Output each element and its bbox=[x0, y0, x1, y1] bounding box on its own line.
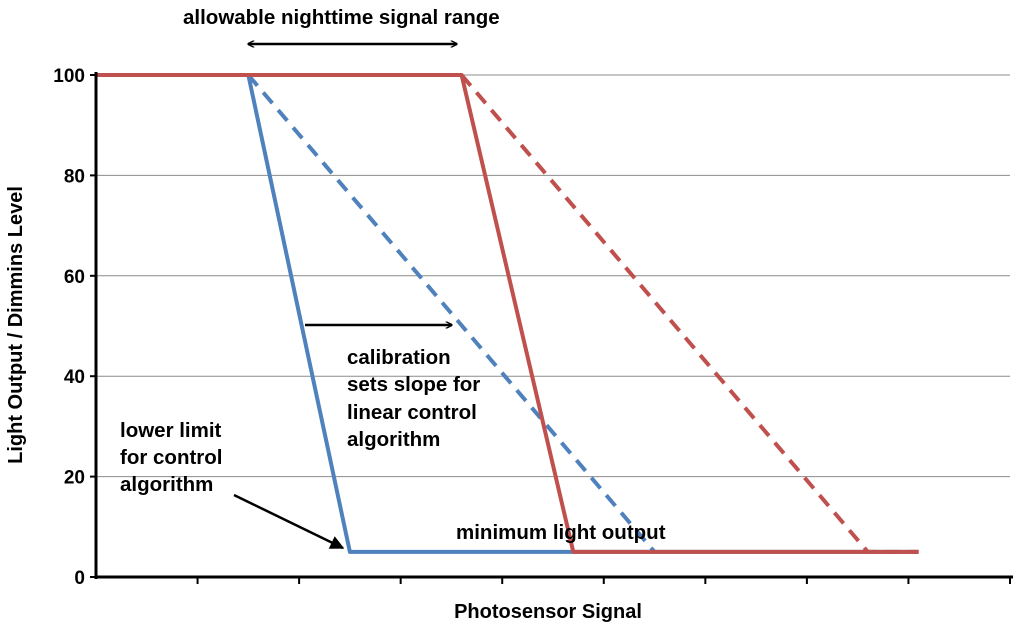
y-tick-label: 60 bbox=[64, 267, 85, 288]
minimum-light-output-label: minimum light output bbox=[456, 521, 666, 544]
y-tick-label: 100 bbox=[53, 66, 85, 87]
calibration-line-4: algorithm bbox=[347, 428, 440, 451]
calibration-line-2: sets slope for bbox=[347, 373, 480, 396]
calibration-line-3: linear control bbox=[347, 401, 477, 424]
range-annotation: allowable nighttime signal range bbox=[183, 6, 500, 44]
y-tick-label: 80 bbox=[64, 166, 85, 187]
y-tick-label: 20 bbox=[64, 468, 85, 489]
lower-limit-arrow bbox=[233, 493, 345, 550]
calibration-line-1: calibration bbox=[347, 346, 451, 369]
y-tick-label: 40 bbox=[64, 367, 85, 388]
ticks: 0 20 40 60 80 100 bbox=[53, 66, 1011, 589]
axes bbox=[94, 72, 1013, 579]
range-annotation-label: allowable nighttime signal range bbox=[183, 6, 500, 29]
y-axis-title: Light Output / Dimmins Level bbox=[5, 186, 27, 464]
x-axis-title: Photosensor Signal bbox=[454, 601, 642, 623]
calibration-annotation: calibration sets slope for linear contro… bbox=[305, 325, 480, 451]
lower-limit-line-1: lower limit bbox=[120, 419, 222, 442]
series-line-2 bbox=[246, 73, 657, 554]
lower-limit-line-3: algorithm bbox=[120, 473, 213, 496]
lower-limit-annotation: lower limit for control algorithm bbox=[120, 419, 345, 550]
series-line-3 bbox=[96, 73, 919, 554]
y-tick-label: 0 bbox=[74, 568, 85, 589]
lower-limit-line-2: for control bbox=[120, 446, 223, 469]
gridlines bbox=[96, 74, 1010, 478]
series-layer bbox=[96, 73, 919, 554]
series-line-4 bbox=[460, 73, 919, 554]
series-line-1 bbox=[96, 73, 919, 554]
